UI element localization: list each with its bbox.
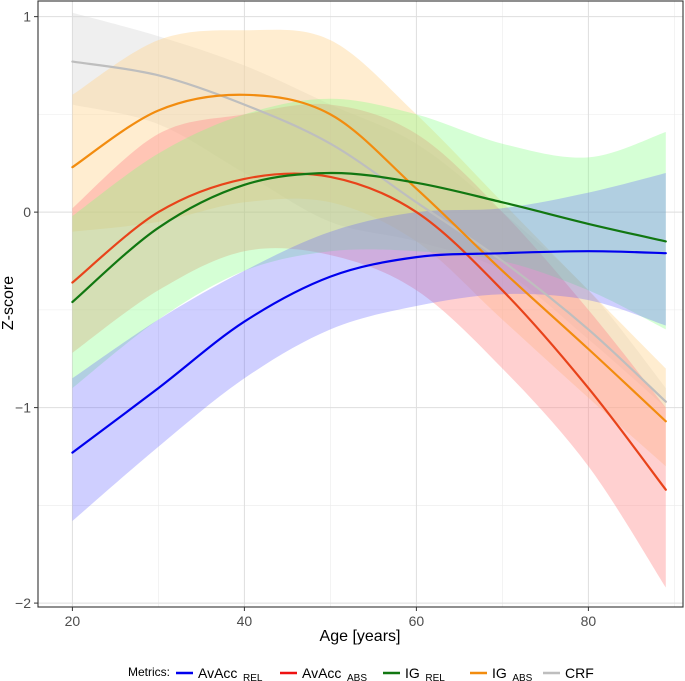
band-avacc-abs [72, 103, 666, 588]
line-ig-abs [71, 93, 667, 423]
x-tick-label: 40 [237, 613, 253, 629]
legend-label-base: AvAcc [302, 665, 341, 681]
legend-label-base: IG [492, 665, 507, 681]
y-tick-label: −1 [15, 400, 31, 416]
line-avacc-rel [71, 250, 667, 454]
y-tick-label: −2 [15, 595, 31, 611]
legend-label-subscript: _ABS [506, 673, 533, 681]
legend-label-subscript: _REL [419, 673, 445, 681]
x-tick-label: 80 [581, 613, 597, 629]
plot-panel-border [37, 0, 684, 608]
legend-label-0: AvAcc_REL [198, 665, 263, 681]
legend-label-3: IG_ABS [492, 665, 533, 681]
legend-label-subscript: _ABS [340, 673, 367, 681]
confidence-bands [72, 12, 666, 588]
grid-lines [38, 1, 683, 607]
band-avacc-rel [72, 173, 666, 521]
band-crf [72, 12, 666, 408]
line-ig-rel [71, 171, 667, 304]
line-crf [71, 60, 667, 403]
legend-label-4: CRF [565, 665, 594, 681]
line-avacc-abs [71, 172, 667, 491]
legend: Metrics: AvAcc_REL AvAcc_ABS IG_REL IG_ABS C… [128, 665, 594, 681]
legend-label-2: IG_REL [405, 665, 445, 681]
legend-label-subscript: _REL [236, 673, 262, 681]
legend-title: Metrics: [128, 665, 170, 679]
legend-label-1: AvAcc_ABS [302, 665, 367, 681]
band-ig-abs [72, 29, 666, 467]
y-axis-title: Z-score [0, 276, 17, 330]
series-lines [71, 60, 667, 491]
legend-label-base: IG [405, 665, 420, 681]
legend-label-base: AvAcc [198, 665, 237, 681]
band-ig-rel [72, 98, 666, 389]
axis-ticks: 20 40 60 80 1 0 −1 −2 [15, 9, 596, 629]
x-axis-title: Age [years] [320, 628, 401, 645]
x-tick-label: 20 [65, 613, 81, 629]
legend-label-base: CRF [565, 665, 594, 681]
y-tick-label: 0 [23, 204, 31, 220]
y-tick-label: 1 [23, 9, 31, 25]
x-tick-label: 60 [409, 613, 425, 629]
